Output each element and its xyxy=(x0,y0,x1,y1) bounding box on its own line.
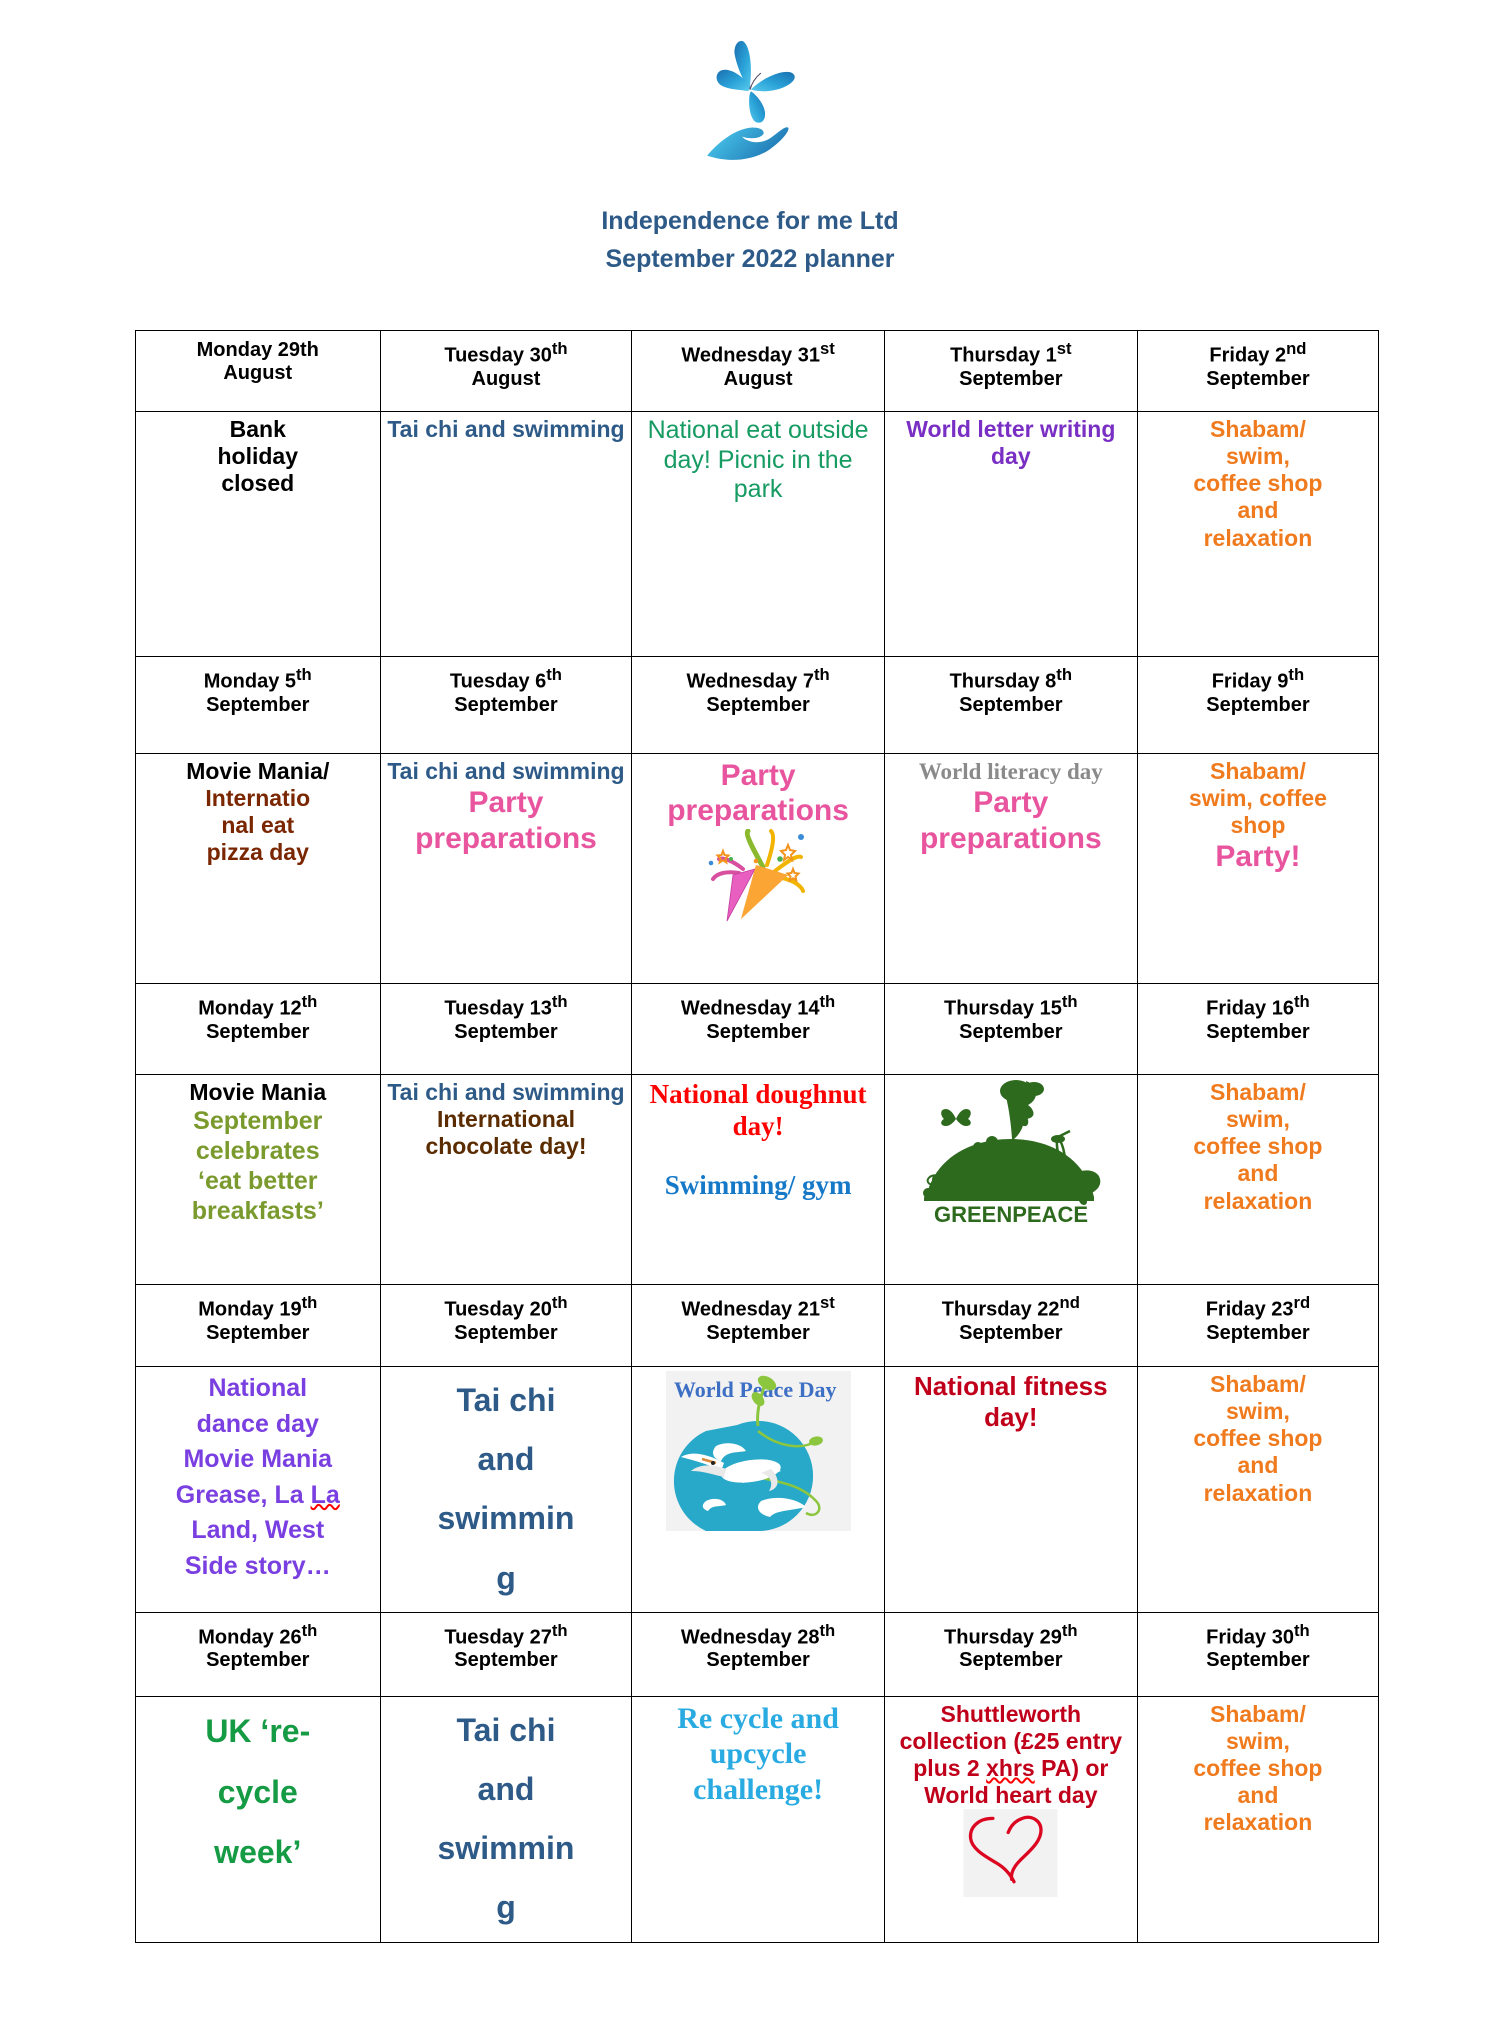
svg-text:GREENPEACE: GREENPEACE xyxy=(934,1202,1088,1227)
